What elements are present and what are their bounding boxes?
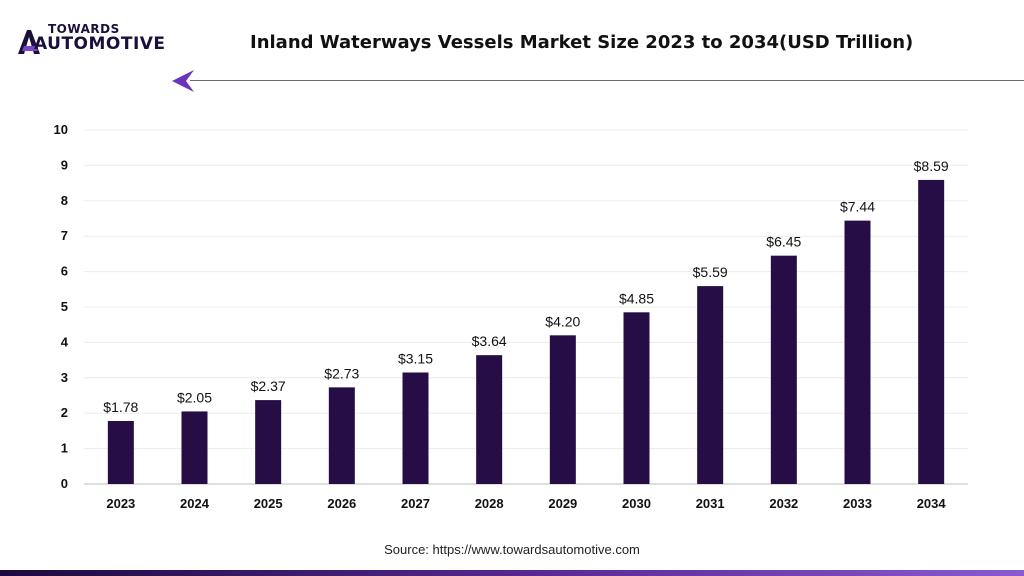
x-tick-label: 2023 (106, 496, 135, 511)
y-tick-label: 1 (61, 441, 68, 456)
bar[interactable] (402, 372, 429, 484)
y-tick-label: 7 (61, 228, 68, 243)
data-label: $2.05 (177, 389, 212, 405)
gridlines (84, 129, 968, 485)
data-label: $8.59 (914, 158, 949, 174)
y-tick-label: 3 (61, 370, 68, 385)
x-tick-label: 2029 (548, 496, 577, 511)
data-label: $5.59 (693, 264, 728, 280)
y-axis-ticks: 0 1 2 3 4 5 6 7 8 9 10 (54, 122, 69, 491)
source-note: Source: https://www.towardsautomotive.co… (384, 542, 640, 557)
x-tick-label: 2032 (769, 496, 798, 511)
x-tick-label: 2025 (254, 496, 283, 511)
logo-icon (18, 30, 40, 54)
bar[interactable] (623, 312, 650, 484)
back-arrow-icon[interactable] (172, 70, 194, 92)
data-label: $4.20 (545, 313, 580, 329)
bar[interactable] (770, 255, 797, 484)
data-label: $2.37 (251, 378, 286, 394)
x-tick-label: 2033 (843, 496, 872, 511)
y-tick-label: 4 (61, 334, 69, 349)
x-tick-label: 2026 (327, 496, 356, 511)
y-tick-label: 6 (61, 264, 68, 279)
bar[interactable] (107, 420, 134, 484)
data-label: $3.64 (472, 333, 507, 349)
x-axis-ticks: 2023 2024 2025 2026 2027 2028 2029 2030 2031 2032… (106, 496, 946, 511)
brand-logo[interactable]: TOWARDS AUTOMOTIVE (14, 22, 184, 58)
bar[interactable] (328, 387, 355, 484)
header-divider (190, 80, 1024, 81)
data-label: $1.78 (103, 399, 138, 415)
bar[interactable] (844, 220, 871, 484)
data-label: $3.15 (398, 350, 433, 366)
brand-line2: AUTOMOTIVE (34, 34, 166, 54)
bar[interactable] (181, 411, 208, 484)
y-tick-label: 8 (61, 193, 68, 208)
data-label: $4.85 (619, 290, 654, 306)
x-tick-label: 2028 (475, 496, 504, 511)
bars (107, 179, 945, 484)
y-tick-label: 9 (61, 157, 68, 172)
y-tick-label: 5 (61, 299, 68, 314)
y-tick-label: 2 (61, 405, 68, 420)
data-label: $2.73 (324, 365, 359, 381)
bar[interactable] (697, 286, 724, 484)
bottom-band (0, 570, 1024, 576)
x-tick-label: 2030 (622, 496, 651, 511)
bar[interactable] (549, 335, 576, 484)
x-tick-label: 2027 (401, 496, 430, 511)
data-label: $7.44 (840, 199, 875, 215)
data-label: $6.45 (766, 234, 801, 250)
y-tick-label: 10 (54, 122, 68, 137)
brand-line1: TOWARDS (48, 22, 120, 36)
bar[interactable] (255, 400, 282, 484)
y-tick-label: 0 (61, 476, 68, 491)
bar[interactable] (476, 355, 503, 484)
x-tick-label: 2034 (917, 496, 947, 511)
data-labels: $1.78 $2.05 $2.37 $2.73 $3.15 $3.64 $4.20 $4.85… (103, 158, 949, 415)
x-tick-label: 2024 (180, 496, 210, 511)
x-tick-label: 2031 (696, 496, 725, 511)
chart-title: Inland Waterways Vessels Market Size 202… (250, 32, 914, 53)
bar[interactable] (918, 179, 945, 484)
